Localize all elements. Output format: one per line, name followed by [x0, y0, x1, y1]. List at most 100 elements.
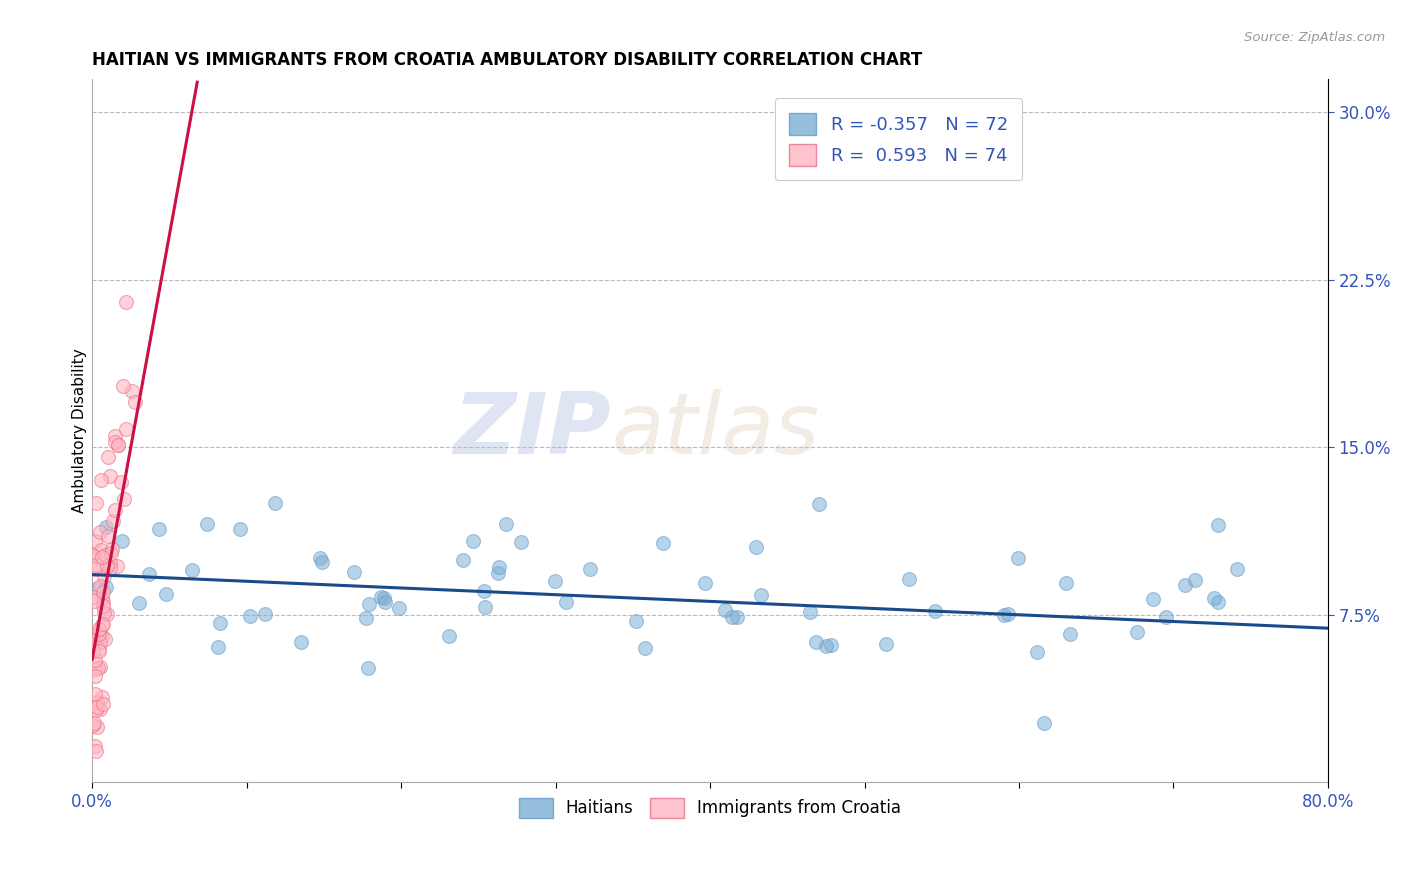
Point — [91, 599, 114, 613]
Point — [107, 438, 129, 452]
Point — [463, 534, 485, 549]
Point — [89, 579, 111, 593]
Point — [155, 587, 177, 601]
Point — [93, 548, 115, 562]
Point — [84, 628, 107, 642]
Point — [83, 739, 105, 754]
Point — [104, 503, 127, 517]
Point — [90, 617, 112, 632]
Point — [111, 533, 134, 548]
Point — [815, 640, 838, 654]
Point — [107, 438, 129, 452]
Point — [91, 591, 114, 605]
Point — [749, 588, 772, 602]
Point — [544, 574, 567, 588]
Point — [229, 522, 252, 536]
Point — [94, 520, 117, 534]
Point — [148, 522, 170, 536]
Point — [626, 615, 648, 629]
Point — [714, 603, 737, 617]
Point — [84, 669, 107, 683]
Point — [1206, 595, 1229, 609]
Point — [89, 524, 111, 539]
Point — [495, 516, 517, 531]
Point — [309, 551, 332, 566]
Point — [93, 569, 115, 583]
Point — [720, 609, 742, 624]
Point — [343, 565, 366, 579]
Text: atlas: atlas — [612, 389, 820, 472]
Point — [87, 641, 110, 656]
Point — [354, 610, 377, 624]
Point — [359, 597, 381, 611]
Point — [82, 718, 104, 732]
Text: ZIP: ZIP — [454, 389, 612, 472]
Point — [84, 744, 107, 758]
Point — [820, 638, 842, 652]
Point — [388, 600, 411, 615]
Point — [472, 584, 495, 599]
Point — [83, 715, 105, 730]
Point — [86, 626, 108, 640]
Point — [100, 542, 122, 557]
Point — [91, 595, 114, 609]
Point — [804, 634, 827, 648]
Point — [82, 633, 104, 648]
Point — [578, 562, 600, 576]
Point — [93, 697, 115, 711]
Point — [97, 529, 120, 543]
Point — [98, 469, 121, 483]
Point — [83, 662, 105, 676]
Point — [89, 659, 111, 673]
Point — [1059, 627, 1081, 641]
Point — [86, 703, 108, 717]
Point — [87, 622, 110, 636]
Point — [101, 515, 124, 529]
Point — [121, 384, 143, 399]
Point — [89, 635, 111, 649]
Point — [924, 604, 946, 618]
Point — [474, 600, 496, 615]
Point — [91, 584, 114, 599]
Point — [114, 422, 136, 436]
Point — [808, 497, 831, 511]
Point — [1184, 574, 1206, 588]
Point — [87, 581, 110, 595]
Point — [93, 606, 115, 620]
Point — [374, 595, 396, 609]
Point — [634, 640, 657, 655]
Point — [84, 653, 107, 667]
Point — [84, 558, 107, 573]
Point — [370, 591, 392, 605]
Point — [86, 696, 108, 710]
Point — [98, 561, 121, 575]
Point — [105, 559, 128, 574]
Point — [90, 543, 112, 558]
Point — [1202, 591, 1225, 606]
Point — [91, 629, 114, 643]
Point — [239, 609, 262, 624]
Point — [1126, 624, 1149, 639]
Point — [83, 549, 105, 563]
Point — [207, 640, 229, 655]
Point — [90, 549, 112, 564]
Point — [124, 395, 146, 409]
Point — [1154, 610, 1177, 624]
Point — [651, 536, 673, 550]
Point — [1025, 645, 1047, 659]
Point — [82, 644, 104, 658]
Point — [94, 580, 117, 594]
Point — [83, 634, 105, 648]
Legend: Haitians, Immigrants from Croatia: Haitians, Immigrants from Croatia — [513, 791, 908, 825]
Point — [993, 607, 1015, 622]
Point — [486, 566, 509, 580]
Point — [693, 576, 716, 591]
Point — [84, 533, 107, 548]
Point — [86, 700, 108, 714]
Point — [725, 610, 748, 624]
Point — [138, 566, 160, 581]
Point — [87, 644, 110, 658]
Point — [94, 632, 117, 647]
Point — [115, 295, 138, 310]
Point — [997, 607, 1019, 621]
